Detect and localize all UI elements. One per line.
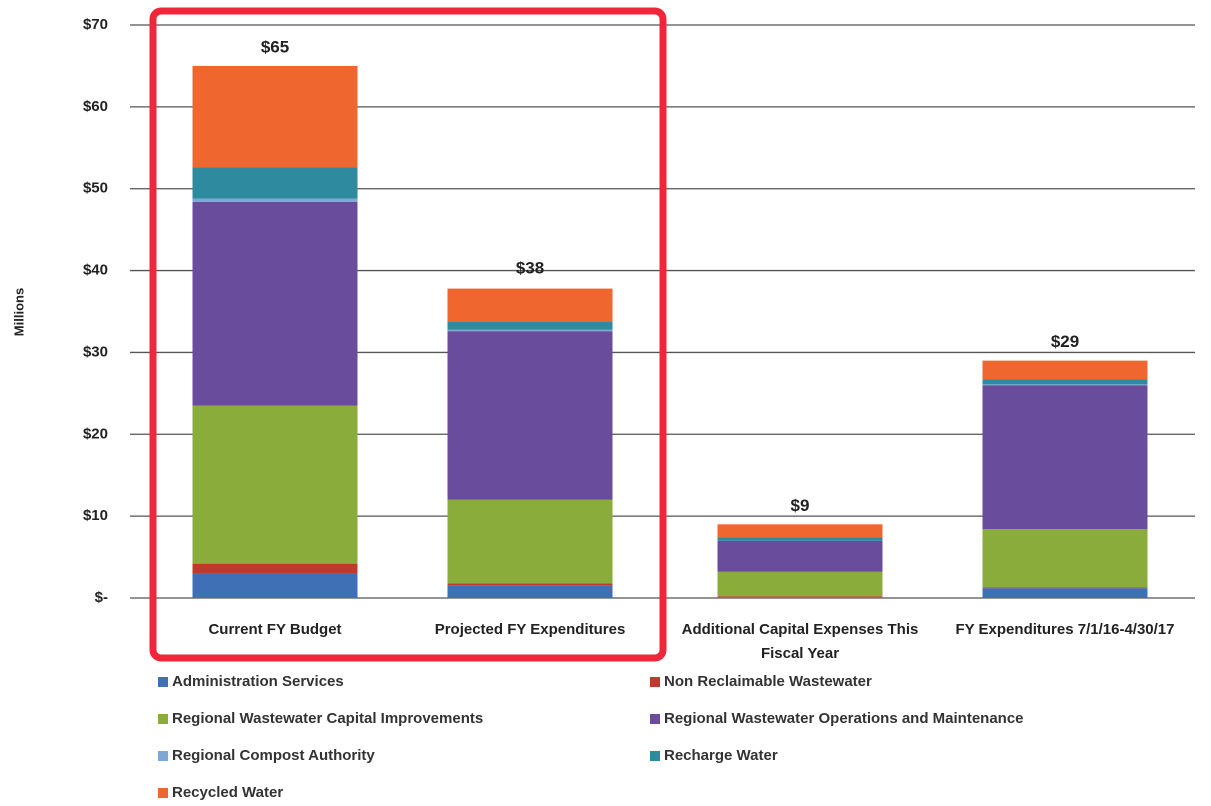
legend-item: Non Reclaimable Wastewater — [650, 673, 872, 690]
y-tick-label: $10 — [83, 507, 108, 524]
bar-segment — [717, 537, 883, 541]
legend-swatch — [158, 713, 168, 724]
bar-segment — [447, 329, 613, 332]
legend-swatch — [650, 676, 660, 687]
legend-label: Regional Wastewater Capital Improvements — [172, 710, 484, 727]
y-tick-label: $- — [95, 589, 108, 606]
bar-segment — [192, 65, 358, 168]
bar-segment — [982, 384, 1148, 386]
legend-label: Non Reclaimable Wastewater — [664, 673, 872, 690]
y-tick-label: $30 — [83, 343, 108, 360]
bar-segment — [982, 529, 1148, 588]
bar-segment — [192, 201, 358, 406]
legend-label: Regional Wastewater Operations and Maint… — [664, 710, 1024, 727]
bar-segment — [717, 596, 883, 598]
x-tick-label: Additional Capital Expenses This Fiscal … — [681, 621, 919, 662]
total-label: $65 — [261, 37, 289, 56]
bar-segment — [447, 583, 613, 586]
bar-segment — [717, 597, 883, 598]
bar-segment — [982, 385, 1148, 530]
legend-item: Regional Compost Authority — [158, 747, 375, 764]
bar-segment — [717, 571, 883, 597]
legend-label: Recycled Water — [172, 784, 284, 801]
x-tick-label: Projected FY Expenditures — [434, 621, 626, 638]
legend-item: Recycled Water — [158, 784, 283, 801]
bar-segment — [447, 331, 613, 500]
bar-segment — [717, 540, 883, 572]
x-tick-label: FY Expenditures 7/1/16-4/30/17 — [955, 621, 1175, 638]
y-axis-label: Millions — [11, 288, 26, 336]
y-tick-label: $40 — [83, 262, 108, 279]
legend-item: Recharge Water — [650, 747, 778, 764]
legend-label: Recharge Water — [664, 747, 778, 764]
bar-segment — [447, 288, 613, 322]
legend-swatch — [158, 787, 168, 798]
y-tick-label: $60 — [83, 98, 108, 115]
bar-segment — [447, 499, 613, 584]
legend-item: Administration Services — [158, 673, 344, 690]
bar-segment — [447, 585, 613, 598]
x-tick-label: Current FY Budget — [208, 621, 342, 638]
bar-segment — [192, 573, 358, 598]
bar-segment — [717, 524, 883, 538]
bar-segment — [982, 588, 1148, 598]
legend-label: Administration Services — [172, 673, 344, 690]
legend-swatch — [650, 713, 660, 724]
bar-segment — [982, 587, 1148, 589]
legend-swatch — [650, 750, 660, 761]
bar-segment — [982, 360, 1148, 380]
y-tick-label: $20 — [83, 425, 108, 442]
legend-swatch — [158, 676, 168, 687]
bar-segment — [447, 321, 613, 330]
y-tick-label: $50 — [83, 180, 108, 197]
highlight-box — [149, 7, 667, 662]
y-tick-label: $70 — [83, 16, 108, 33]
bar-segment — [192, 198, 358, 202]
bar-segment — [192, 563, 358, 574]
legend-item: Regional Wastewater Operations and Maint… — [650, 710, 1024, 727]
legend-label: Regional Compost Authority — [172, 747, 375, 764]
legend-swatch — [158, 750, 168, 761]
bar-segment — [982, 379, 1148, 385]
total-label: $29 — [1051, 332, 1079, 351]
bar-segment — [192, 167, 358, 199]
bar-segment — [192, 405, 358, 564]
total-label: $38 — [516, 258, 544, 277]
total-label: $9 — [791, 496, 810, 515]
legend-item: Regional Wastewater Capital Improvements — [158, 710, 483, 727]
